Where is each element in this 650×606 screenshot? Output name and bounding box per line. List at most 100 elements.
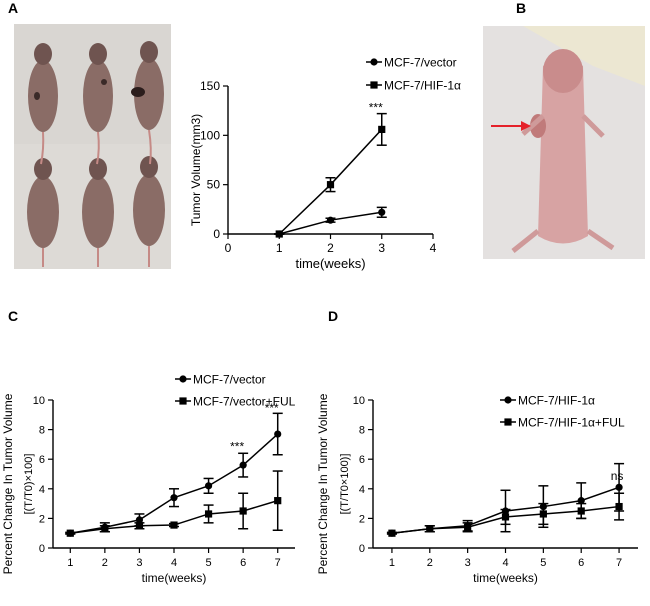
y-tick-label: 2: [39, 513, 45, 525]
y-axis-label: Tumor Volume(mm3): [189, 114, 203, 226]
legend-marker: [370, 58, 378, 66]
y-tick-label: 10: [33, 395, 45, 407]
series-square: [65, 470, 283, 537]
series-circle: [386, 462, 625, 537]
significance-label: ns: [611, 469, 624, 483]
legend-marker: [504, 396, 512, 404]
significance-label: ***: [369, 101, 383, 115]
data-point: [326, 181, 335, 189]
data-point: [539, 510, 547, 518]
legend-label: MCF-7/HIF-1α: [384, 79, 461, 93]
data-point: [615, 502, 623, 511]
y-tick-label: 150: [200, 79, 220, 93]
data-point: [101, 525, 109, 533]
data-point: [378, 125, 386, 134]
y-tick-label: 8: [39, 425, 45, 437]
legend: MCF-7/HIF-1α MCF-7/HIF-1α+FUL: [500, 394, 625, 430]
panel-label-d: D: [328, 308, 339, 324]
data-point: [135, 522, 144, 530]
data-point: [388, 529, 396, 537]
panel-label-c: C: [8, 308, 19, 324]
y-tick-label: 2: [359, 513, 365, 525]
y-axis-label: Percent Change In Tumor Volume: [1, 393, 15, 574]
y-axis-label-secondary: [(T/T0)×100]: [23, 454, 35, 515]
significance-label: ***: [230, 439, 244, 453]
x-tick-label: 5: [540, 557, 546, 569]
data-point: [204, 482, 213, 490]
legend-label: MCF-7/vector+FUL: [193, 395, 296, 409]
x-tick-label: 3: [465, 557, 471, 569]
legend-label: MCF-7/HIF-1α: [518, 394, 595, 408]
y-tick-label: 8: [359, 425, 365, 437]
mouse-tumor-illustration: [483, 26, 645, 259]
x-tick-label: 3: [378, 241, 385, 255]
data-point: [615, 483, 623, 491]
y-tick-label: 6: [359, 454, 365, 466]
x-axis-label: time(weeks): [295, 256, 365, 271]
legend: MCF-7/vector MCF-7/HIF-1α: [366, 56, 461, 93]
y-tick-label: 0: [39, 543, 45, 555]
x-tick-label: 2: [327, 241, 334, 255]
x-tick-label: 6: [578, 557, 584, 569]
legend-marker: [179, 375, 187, 383]
x-tick-label: 1: [389, 557, 395, 569]
x-tick-label: 5: [206, 557, 212, 569]
data-point: [274, 430, 282, 438]
data-point: [66, 529, 74, 537]
panel-label-b: B: [516, 0, 527, 16]
x-tick-label: 1: [276, 241, 283, 255]
x-tick-label: 7: [275, 557, 281, 569]
x-tick-label: 4: [430, 241, 437, 255]
data-point: [378, 208, 386, 216]
data-point: [239, 507, 247, 515]
x-tick-label: 2: [102, 557, 108, 569]
mouse-tumor-photo: [483, 26, 645, 259]
data-point: [464, 523, 472, 531]
x-axis-label: time(weeks): [473, 571, 538, 585]
legend-marker: [370, 81, 378, 89]
data-point: [326, 216, 335, 224]
y-tick-label: 0: [213, 227, 220, 241]
chart-panel-c: 1 2 3 4 5 6 7 0 2 4 6 8 10 time(weeks) Percent Change …: [1, 373, 296, 586]
legend-label: MCF-7/vector: [193, 373, 266, 387]
y-tick-label: 4: [359, 484, 365, 496]
data-point: [577, 497, 585, 505]
x-tick-label: 4: [171, 557, 177, 569]
y-tick-label: 6: [39, 454, 45, 466]
x-tick-label: 2: [427, 557, 433, 569]
series-circle: [65, 412, 283, 537]
panel-label-a: A: [8, 0, 19, 16]
x-tick-label: 4: [502, 557, 508, 569]
mice-illustration: [14, 24, 171, 269]
mice-photo-group: [14, 24, 171, 269]
data-point: [577, 507, 585, 515]
data-point: [501, 513, 510, 521]
legend: MCF-7/vector MCF-7/vector+FUL: [175, 373, 296, 409]
legend-label: MCF-7/HIF-1α+FUL: [518, 416, 625, 430]
chart-panel-a: 0 1 2 3 4 0 50 100 150 time(weeks) Tumor Volume(mm…: [189, 56, 461, 272]
y-tick-label: 0: [359, 543, 365, 555]
y-tick-label: 10: [353, 395, 365, 407]
data-point: [135, 516, 144, 524]
x-tick-label: 1: [67, 557, 73, 569]
x-tick-label: 6: [240, 557, 246, 569]
x-axis-label: time(weeks): [142, 571, 207, 585]
legend-marker: [504, 418, 512, 426]
data-point: [239, 461, 247, 469]
y-tick-label: 50: [207, 178, 221, 192]
legend-label: MCF-7/vector: [384, 56, 457, 70]
y-axis-label: Percent Change In Tumor Volume: [316, 393, 330, 574]
x-tick-label: 3: [136, 557, 142, 569]
x-tick-label: 7: [616, 557, 622, 569]
data-point: [426, 525, 434, 533]
data-point: [274, 497, 282, 505]
data-point: [170, 494, 178, 502]
significance-label: ***: [265, 401, 279, 415]
data-point: [170, 521, 178, 529]
data-point: [275, 230, 283, 238]
y-axis-label-secondary: [(T/T0×100)]: [339, 454, 351, 515]
data-point: [204, 510, 213, 518]
legend-marker: [179, 397, 187, 405]
series-square: [274, 112, 387, 238]
